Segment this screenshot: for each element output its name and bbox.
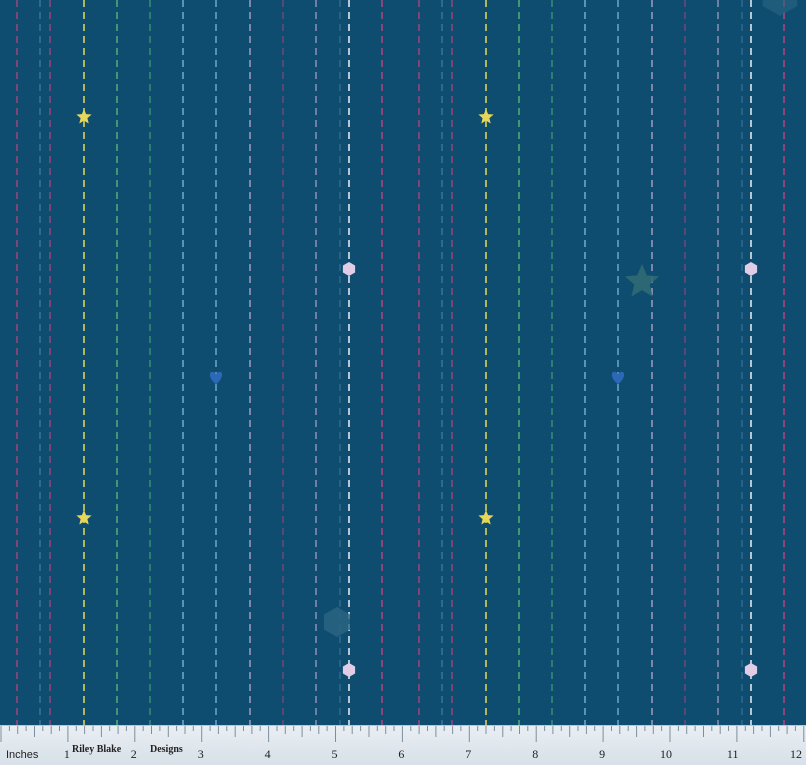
ruler-number: 5 bbox=[331, 747, 338, 761]
ruler-number: 8 bbox=[532, 747, 539, 761]
faded-hexagon-icon bbox=[762, 0, 798, 16]
ruler-number: 9 bbox=[599, 747, 606, 761]
ruler-number: 12 bbox=[790, 747, 802, 761]
hexagon-icon bbox=[342, 663, 356, 677]
fabric-background bbox=[0, 0, 806, 725]
stitched-stripe-pattern bbox=[0, 0, 806, 725]
ruler-number: 2 bbox=[130, 747, 137, 761]
star-icon bbox=[76, 510, 92, 525]
ruler-number: 6 bbox=[398, 747, 405, 761]
ruler-number: 3 bbox=[197, 747, 204, 761]
ruler-units-label: Inches bbox=[6, 749, 39, 761]
hexagon-icon bbox=[744, 262, 758, 276]
faded-hexagon-icon bbox=[324, 607, 350, 637]
ruler-number: 11 bbox=[726, 747, 739, 761]
star-icon bbox=[76, 109, 92, 124]
ruler-brand-suffix: Designs bbox=[150, 744, 183, 755]
ruler-number: 4 bbox=[264, 747, 271, 761]
heart-icon bbox=[209, 371, 223, 385]
faded-star-icon bbox=[624, 264, 660, 297]
ruler-number: 1 bbox=[63, 747, 70, 761]
star-icon bbox=[478, 510, 494, 525]
inch-ruler: Inches Riley Blake Designs 1 2 3 4 5 6 7 8 9 10 11… bbox=[0, 725, 806, 765]
ruler-number: 10 bbox=[660, 747, 672, 761]
stitch-lines bbox=[16, 0, 785, 725]
ruler-brand-name: Riley Blake bbox=[72, 744, 122, 755]
hexagon-icon bbox=[342, 262, 356, 276]
star-icon bbox=[478, 109, 494, 124]
heart-icon bbox=[611, 371, 625, 385]
hexagon-icon bbox=[744, 663, 758, 677]
ruler-ticks bbox=[0, 726, 805, 742]
ruler-number: 7 bbox=[465, 747, 472, 761]
